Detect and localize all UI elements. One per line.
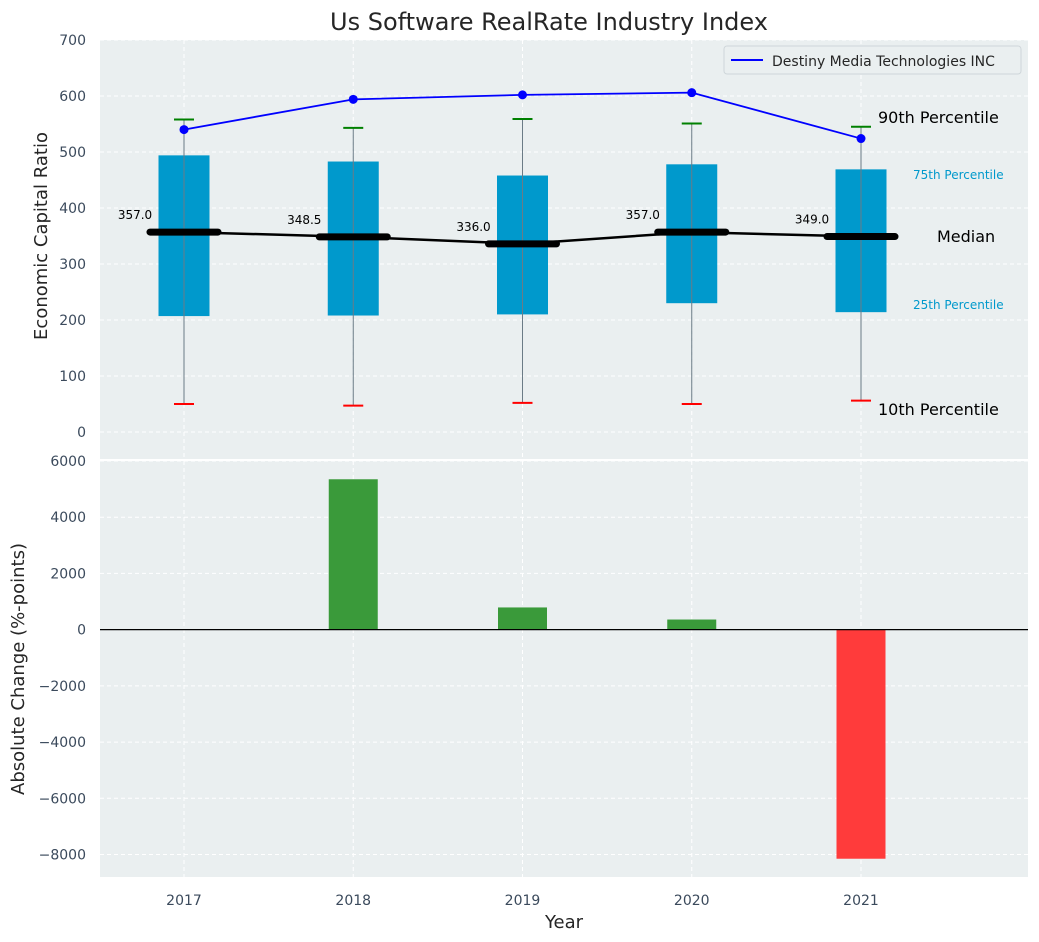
chart-title: Us Software RealRate Industry Index xyxy=(330,8,768,36)
x-tick-label: 2020 xyxy=(674,893,710,909)
bottom-y-tick-label: −8000 xyxy=(39,848,86,864)
x-tick-label: 2019 xyxy=(505,893,541,909)
median-value-label: 357.0 xyxy=(626,208,660,222)
annotation-median: Median xyxy=(937,227,995,246)
bottom-y-axis-label: Absolute Change (%-points) xyxy=(8,543,29,795)
series-point xyxy=(348,94,358,104)
annotation-p10: 10th Percentile xyxy=(878,400,999,419)
bottom-y-tick-label: −4000 xyxy=(39,735,86,751)
change-bar xyxy=(498,607,547,630)
bottom-y-tick-label: −2000 xyxy=(39,679,86,695)
bottom-y-tick-label: −6000 xyxy=(39,791,86,807)
change-bar xyxy=(836,629,886,859)
legend-box xyxy=(723,45,1022,75)
bottom-y-tick-label: 2000 xyxy=(50,566,86,582)
top-y-axis-label: Economic Capital Ratio xyxy=(31,132,52,340)
top-panel: 0 100 200 300 400 500 600 700 357.0 348.5 336.0 357… xyxy=(59,33,1028,459)
top-y-tick-label: 400 xyxy=(59,201,86,217)
legend-label: Destiny Media Technologies INC xyxy=(772,54,995,70)
annotation-p90: 90th Percentile xyxy=(878,108,999,127)
top-plot-background xyxy=(100,40,1028,459)
top-y-tick-label: 300 xyxy=(59,257,86,273)
series-point xyxy=(856,134,866,144)
x-axis-label: Year xyxy=(544,912,584,933)
median-value-label: 349.0 xyxy=(795,213,829,227)
bottom-y-tick-label: 0 xyxy=(77,623,86,639)
median-value-label: 348.5 xyxy=(287,213,321,227)
bottom-y-tick-label: 6000 xyxy=(50,454,86,470)
bottom-plot-background xyxy=(100,461,1028,877)
change-bar xyxy=(328,479,378,630)
top-y-tick-label: 100 xyxy=(59,369,86,385)
bottom-panel: −8000 −6000 −4000 −2000 0 2000 4000 6000 2017 201… xyxy=(39,454,1028,909)
top-y-tick-label: 600 xyxy=(59,89,86,105)
top-y-tick-label: 700 xyxy=(59,33,86,49)
median-value-label: 336.0 xyxy=(456,220,490,234)
series-point xyxy=(687,88,697,98)
series-point xyxy=(179,125,189,135)
series-point xyxy=(518,90,527,100)
x-tick-label: 2018 xyxy=(335,893,371,909)
top-y-tick-label: 0 xyxy=(77,425,86,441)
median-value-label: 357.0 xyxy=(118,208,152,222)
x-tick-label: 2021 xyxy=(843,893,879,909)
top-y-tick-label: 500 xyxy=(59,145,86,161)
top-y-tick-label: 200 xyxy=(59,313,86,329)
annotation-p75: 75th Percentile xyxy=(913,168,1004,182)
change-bar xyxy=(667,619,717,630)
annotation-p25: 25th Percentile xyxy=(913,298,1004,312)
bottom-y-tick-label: 4000 xyxy=(50,510,86,526)
x-tick-label: 2017 xyxy=(166,893,202,909)
